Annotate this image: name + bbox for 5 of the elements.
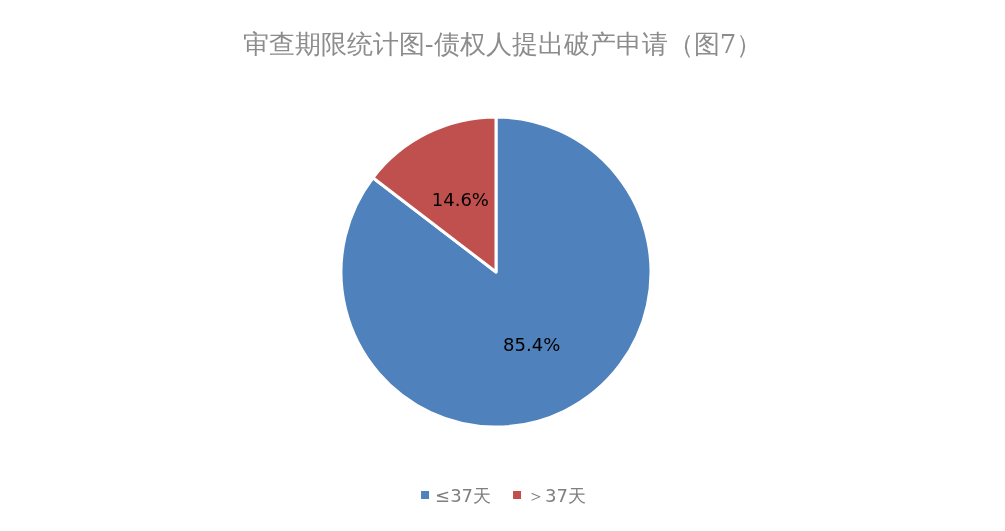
data-label: 85.4%	[503, 333, 561, 355]
chart-title: 审查期限统计图-债权人提出破产申请（图7）	[242, 29, 763, 59]
data-label: 14.6%	[431, 189, 489, 211]
legend-label: ＞37天	[527, 484, 586, 506]
legend-label: ≤37天	[435, 484, 492, 506]
